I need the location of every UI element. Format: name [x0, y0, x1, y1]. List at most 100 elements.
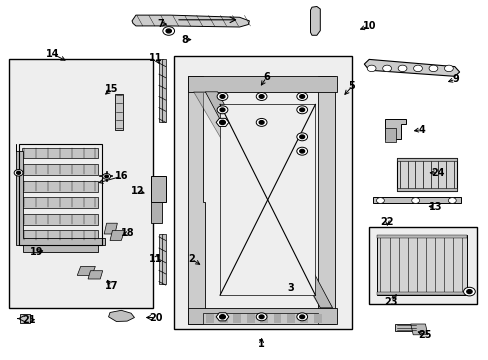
Text: 16: 16 [114, 171, 128, 181]
Text: 22: 22 [380, 217, 393, 228]
Polygon shape [396, 158, 456, 161]
Polygon shape [376, 292, 466, 295]
Polygon shape [385, 128, 395, 142]
Text: 9: 9 [451, 74, 458, 84]
Polygon shape [77, 266, 95, 275]
Polygon shape [396, 188, 456, 191]
Circle shape [217, 106, 227, 114]
Polygon shape [88, 271, 102, 279]
Text: 13: 13 [427, 202, 441, 212]
Text: 19: 19 [30, 247, 43, 257]
Circle shape [259, 95, 264, 98]
Circle shape [296, 93, 307, 100]
Polygon shape [205, 92, 332, 308]
Circle shape [219, 315, 225, 319]
Circle shape [220, 95, 224, 98]
Polygon shape [108, 310, 134, 321]
Text: 2: 2 [188, 254, 195, 264]
Polygon shape [16, 144, 105, 252]
Text: 7: 7 [157, 19, 163, 29]
Text: 18: 18 [121, 228, 135, 238]
Polygon shape [193, 92, 332, 308]
Circle shape [382, 65, 391, 72]
Text: 4: 4 [417, 125, 424, 135]
Circle shape [296, 106, 307, 114]
Circle shape [256, 313, 266, 321]
Text: 11: 11 [148, 254, 162, 264]
Text: 23: 23 [384, 297, 397, 307]
Circle shape [166, 29, 171, 33]
Circle shape [217, 93, 227, 100]
Circle shape [299, 108, 304, 112]
Circle shape [413, 65, 422, 72]
Polygon shape [110, 230, 124, 240]
Polygon shape [317, 76, 334, 324]
Polygon shape [188, 76, 337, 92]
Polygon shape [188, 308, 337, 324]
Polygon shape [220, 104, 315, 295]
Circle shape [299, 135, 304, 139]
Circle shape [104, 175, 108, 178]
Polygon shape [20, 314, 30, 323]
Circle shape [411, 198, 419, 203]
Polygon shape [394, 324, 417, 331]
Circle shape [219, 120, 225, 125]
Text: 15: 15 [104, 84, 118, 94]
Text: 20: 20 [148, 312, 162, 323]
Circle shape [447, 198, 455, 203]
Polygon shape [22, 148, 98, 158]
Circle shape [259, 121, 264, 124]
Text: 5: 5 [348, 81, 355, 91]
Text: 21: 21 [22, 315, 36, 325]
Polygon shape [216, 313, 228, 321]
Circle shape [220, 108, 224, 112]
Polygon shape [396, 158, 456, 191]
Polygon shape [364, 59, 459, 76]
Circle shape [256, 118, 266, 126]
Polygon shape [22, 230, 98, 241]
Polygon shape [22, 164, 98, 175]
Polygon shape [376, 235, 466, 295]
Polygon shape [22, 197, 98, 208]
Text: 6: 6 [263, 72, 269, 82]
Text: 11: 11 [148, 53, 162, 63]
Polygon shape [162, 234, 165, 284]
Bar [368, 227, 476, 304]
Polygon shape [104, 223, 117, 234]
Bar [173, 56, 351, 329]
Text: 25: 25 [418, 330, 431, 340]
Circle shape [102, 174, 110, 179]
Polygon shape [22, 214, 98, 225]
Polygon shape [300, 314, 308, 323]
Polygon shape [286, 314, 294, 323]
Polygon shape [219, 314, 227, 323]
Circle shape [466, 290, 471, 293]
Polygon shape [159, 59, 163, 122]
Polygon shape [216, 118, 228, 126]
Text: 12: 12 [131, 186, 144, 196]
Circle shape [259, 315, 264, 319]
Text: 10: 10 [362, 21, 375, 31]
Text: 1: 1 [258, 339, 264, 349]
Circle shape [256, 93, 266, 100]
Circle shape [444, 65, 452, 72]
Polygon shape [273, 314, 281, 323]
Circle shape [163, 27, 174, 35]
Text: 24: 24 [430, 168, 444, 178]
Circle shape [366, 65, 375, 72]
Polygon shape [203, 313, 317, 324]
Circle shape [296, 147, 307, 155]
Polygon shape [385, 119, 405, 139]
Circle shape [299, 95, 304, 98]
Polygon shape [310, 6, 320, 35]
Polygon shape [246, 314, 254, 323]
Circle shape [376, 198, 384, 203]
Polygon shape [372, 197, 460, 203]
Text: 14: 14 [46, 49, 60, 59]
Circle shape [296, 313, 307, 321]
Circle shape [299, 149, 304, 153]
Polygon shape [188, 76, 205, 324]
Polygon shape [22, 181, 98, 192]
Text: 3: 3 [287, 283, 294, 293]
Circle shape [428, 65, 437, 72]
